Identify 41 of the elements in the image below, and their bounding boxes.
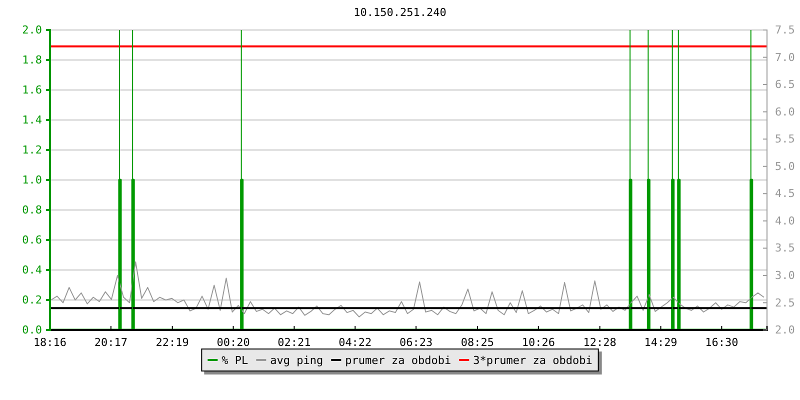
y-tick-label: 2.0 — [22, 24, 42, 37]
y2-tick-label: 6.0 — [775, 105, 795, 118]
y2-tick-label: 7.0 — [775, 50, 795, 64]
y-tick-label: 1.6 — [22, 84, 42, 97]
y2-tick-label: 3.5 — [775, 242, 795, 255]
x-tick-label: 12:28 — [583, 336, 616, 349]
x-tick-label: 02:21 — [278, 336, 311, 349]
y-tick-label: 1.2 — [22, 144, 42, 157]
x-tick-label: 14:29 — [644, 336, 678, 349]
y-tick-label: 1.8 — [22, 54, 42, 67]
x-tick-label: 18:16 — [33, 336, 67, 349]
y-tick-label: 0.8 — [22, 204, 42, 217]
y-tick-label: 1.4 — [22, 114, 42, 127]
y2-tick-label: 2.5 — [775, 296, 795, 310]
y-tick-label: 0.0 — [22, 324, 42, 337]
y-tick-label: 0.4 — [22, 264, 42, 277]
y2-tick-label: 4.0 — [775, 214, 795, 228]
y-tick-label: 0.2 — [22, 294, 42, 307]
x-tick-label: 04:22 — [338, 336, 372, 349]
chart-title: 10.150.251.240 — [354, 6, 446, 19]
y2-tick-label: 5.5 — [775, 132, 795, 146]
y-tick-label: 0.6 — [22, 234, 42, 247]
y2-tick-label: 6.5 — [775, 78, 795, 92]
x-tick-label: 06:23 — [399, 336, 433, 349]
x-tick-label: 20:17 — [94, 336, 128, 349]
x-tick-label: 10:26 — [522, 336, 555, 349]
legend-label: 3*prumer za obdobi — [473, 354, 592, 367]
x-tick-label: 22:19 — [156, 336, 189, 349]
y2-tick-label: 7.5 — [775, 24, 795, 37]
y2-tick-label: 2.0 — [775, 324, 795, 337]
y2-tick-label: 3.0 — [775, 268, 795, 282]
y2-tick-label: 4.5 — [775, 187, 795, 200]
x-tick-label: 00:20 — [216, 336, 250, 349]
legend-label: avg ping — [270, 354, 324, 367]
legend-label: % PL — [222, 354, 249, 367]
line-series — [50, 261, 764, 318]
y-tick-label: 1.0 — [22, 174, 42, 187]
legend-label: prumer za obdobi — [345, 354, 452, 367]
x-tick-label: 08:25 — [460, 336, 494, 349]
x-tick-label: 16:30 — [705, 336, 738, 349]
y2-tick-label: 5.0 — [775, 160, 795, 173]
